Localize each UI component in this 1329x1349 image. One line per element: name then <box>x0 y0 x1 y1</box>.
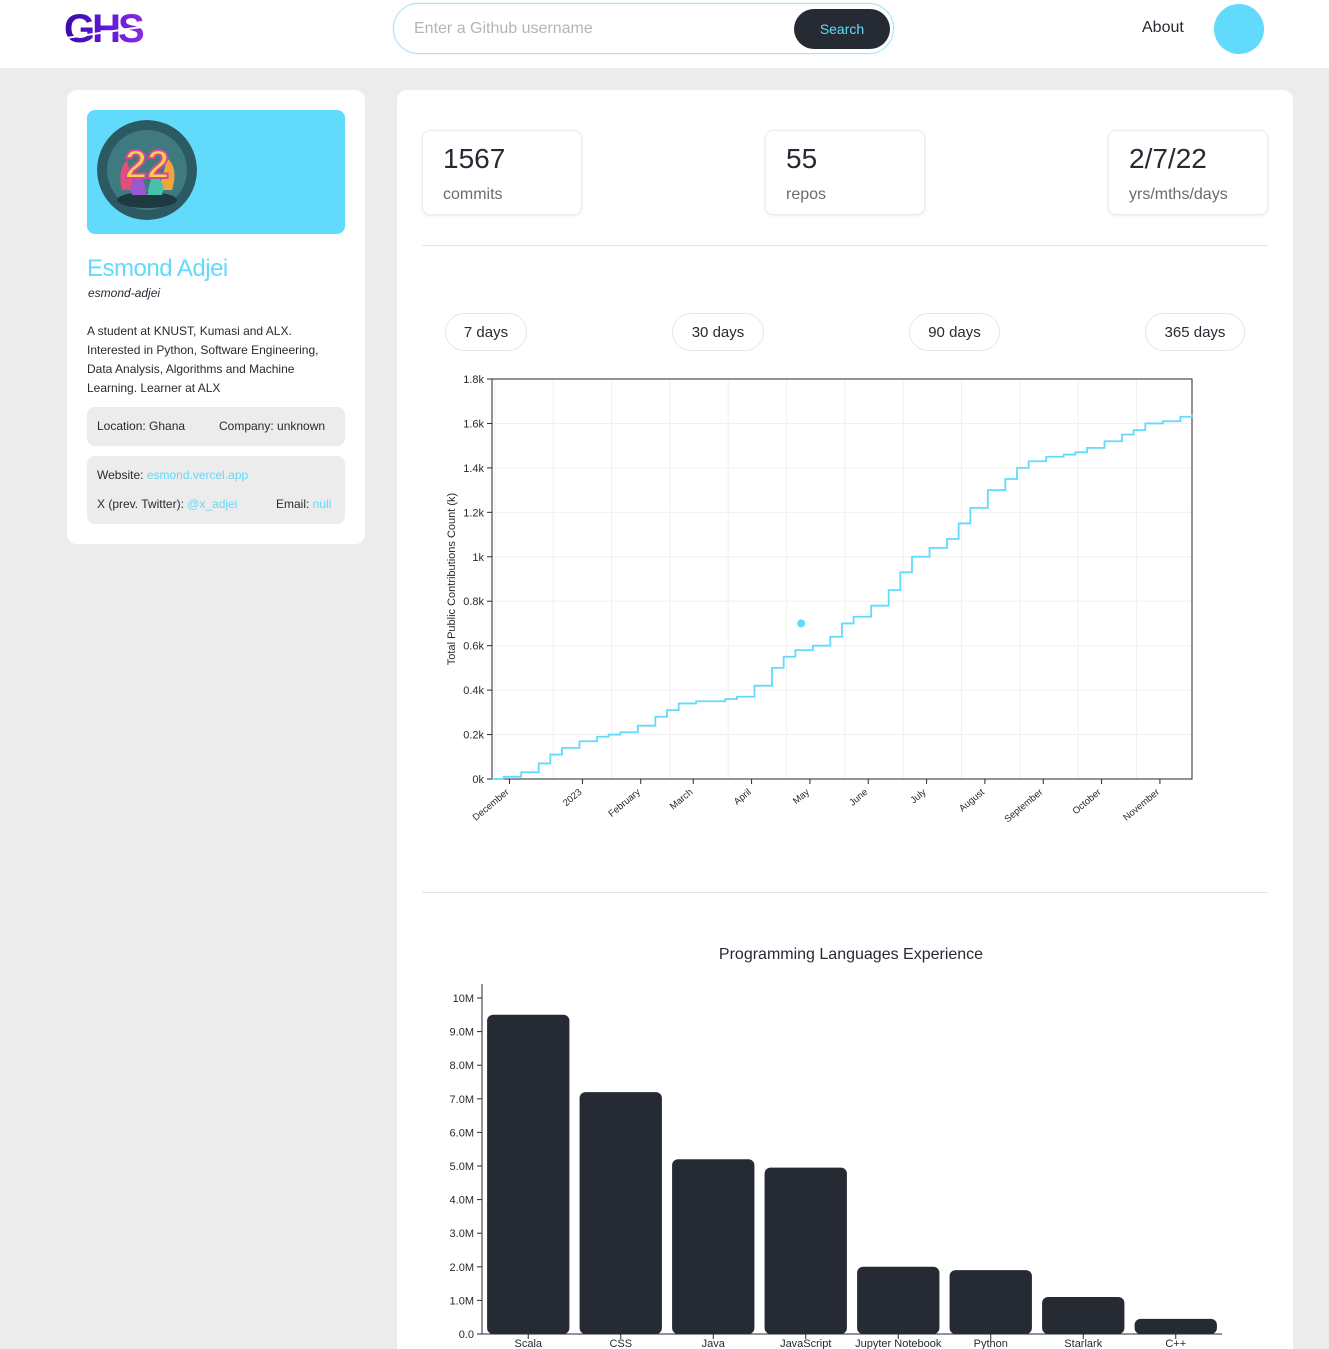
bar-chart-bar <box>1042 1297 1125 1334</box>
location-company-box: Location: Ghana Company: unknown <box>87 407 345 446</box>
line-chart-x-tick-label: February <box>606 787 642 820</box>
line-chart-frame <box>491 378 1193 780</box>
profile-banner: 22 <box>87 110 345 234</box>
bar-chart-y-tick-label: 7.0M <box>450 1094 474 1106</box>
bar-chart-y-tick-label: 6.0M <box>450 1127 474 1139</box>
profile-card: 22 Esmond Adjei esmond-adjei A student a… <box>67 90 365 544</box>
line-chart-y-tick-label: 1k <box>472 552 484 564</box>
line-chart-y-tick-label: 0.2k <box>463 730 484 742</box>
repos-value: 55 <box>786 143 818 174</box>
repos-card: 55 repos <box>765 130 925 215</box>
bar-chart-category-label: Jupyter Notebook <box>855 1338 942 1349</box>
location-text: Location: Ghana <box>97 419 186 433</box>
bar-chart-bar <box>857 1266 940 1334</box>
commits-value: 1567 <box>443 143 506 174</box>
line-chart-x-tick-label: May <box>791 787 812 807</box>
twitter-row: X (prev. Twitter): @x_adjei <box>97 497 237 511</box>
bar-chart-bar <box>672 1159 755 1334</box>
bar-chart-category-label: Starlark <box>1064 1338 1102 1349</box>
email-row: Email: null <box>276 497 331 511</box>
bar-chart-bar <box>579 1092 662 1334</box>
twitter-link[interactable]: @x_adjei <box>187 497 238 511</box>
user-avatar[interactable] <box>1214 4 1264 54</box>
line-chart-y-tick-label: 0.8k <box>463 596 484 608</box>
line-chart-highlight-point <box>797 619 806 628</box>
bar-chart-y-tick-label: 4.0M <box>450 1195 474 1207</box>
company-text: Company: unknown <box>219 419 326 433</box>
account-age-card: 2/7/22 yrs/mths/days <box>1108 130 1268 215</box>
divider-bottom <box>422 892 1268 893</box>
bar-chart-y-tick-label: 1.0M <box>450 1295 474 1307</box>
logo-stroke <box>65 25 149 39</box>
contact-box: Website: esmond.vercel.app X (prev. Twit… <box>87 456 345 524</box>
bar-chart-title: Programming Languages Experience <box>719 946 983 963</box>
line-chart-x-tick-label: June <box>847 787 870 809</box>
account-age-value: 2/7/22 <box>1129 143 1207 174</box>
top-header: GHS Search About <box>0 0 1329 68</box>
email-link[interactable]: null <box>312 497 332 511</box>
bar-chart-y-tick-label: 8.0M <box>450 1060 474 1072</box>
website-row: Website: esmond.vercel.app <box>97 468 248 482</box>
ghs-logo[interactable]: GHS <box>64 8 150 48</box>
line-chart-x-tick-label: March <box>668 787 695 812</box>
about-link[interactable]: About <box>1142 19 1184 36</box>
range-7-days-button[interactable]: 7 days <box>445 313 527 351</box>
line-chart-x-tick-label: July <box>908 787 928 806</box>
website-label: Website: <box>97 468 147 482</box>
search-button[interactable]: Search <box>794 9 890 49</box>
bar-chart-bar <box>487 1014 570 1334</box>
bar-chart-y-tick-label: 10M <box>453 993 474 1005</box>
bar-chart-bar <box>764 1167 847 1334</box>
bar-chart-category-label: Java <box>702 1338 726 1349</box>
profile-bio: A student at KNUST, Kumasi and ALX. Inte… <box>87 324 319 395</box>
line-chart-y-tick-label: 1.2k <box>463 507 484 519</box>
profile-name: Esmond Adjei <box>87 255 228 282</box>
twitter-label: X (prev. Twitter): <box>97 497 188 511</box>
email-label: Email: <box>276 497 313 511</box>
line-chart-y-tick-label: 0k <box>472 774 484 786</box>
commits-label: commits <box>443 186 503 203</box>
search-input[interactable] <box>414 16 784 42</box>
bar-chart-y-tick-label: 9.0M <box>450 1027 474 1039</box>
line-chart-x-tick-label: December <box>471 787 512 824</box>
line-chart-y-tick-label: 1.8k <box>463 374 484 386</box>
line-chart-y-tick-label: 0.6k <box>463 641 484 653</box>
bar-chart-y-tick-label: 0.0 <box>459 1329 474 1341</box>
bar-chart-category-label: Scala <box>514 1338 542 1349</box>
svg-text:22: 22 <box>125 143 170 187</box>
bar-chart-y-tick-label: 2.0M <box>450 1262 474 1274</box>
line-chart-x-tick-label: August <box>957 787 987 815</box>
bar-chart-bar <box>1134 1318 1217 1334</box>
repos-label: repos <box>786 186 827 203</box>
commits-card: 1567 commits <box>422 130 582 215</box>
bar-chart-category-label: JavaScript <box>780 1338 831 1349</box>
range-365-days-button[interactable]: 365 days <box>1145 313 1245 351</box>
profile-avatar: 22 <box>97 120 197 220</box>
line-chart-y-tick-label: 1.6k <box>463 418 484 430</box>
line-chart-x-tick-label: November <box>1121 787 1162 824</box>
line-chart-x-tick-label: September <box>1002 787 1045 825</box>
line-chart-y-tick-label: 1.4k <box>463 463 484 475</box>
line-chart-y-axis-label: Total Public Contributions Count (k) <box>446 493 458 665</box>
line-chart-x-tick-label: April <box>732 787 754 808</box>
bar-chart-bar <box>949 1270 1032 1334</box>
line-chart-series-line <box>492 414 1193 780</box>
line-chart-x-tick-label: 2023 <box>561 787 584 809</box>
bar-chart-category-label: CSS <box>609 1338 632 1349</box>
line-chart-y-tick-label: 0.4k <box>463 685 484 697</box>
bar-chart-category-label: C++ <box>1165 1338 1186 1349</box>
search-bar: Search <box>393 3 894 54</box>
bar-chart-y-tick-label: 5.0M <box>450 1161 474 1173</box>
bar-chart-category-label: Python <box>974 1338 1008 1349</box>
range-90-days-button[interactable]: 90 days <box>909 313 1000 351</box>
account-age-label: yrs/mths/days <box>1129 186 1228 203</box>
profile-username: esmond-adjei <box>88 286 161 300</box>
divider-top <box>422 245 1268 246</box>
range-30-days-button[interactable]: 30 days <box>672 313 764 351</box>
line-chart-x-tick-label: October <box>1071 787 1104 817</box>
bar-chart-y-tick-label: 3.0M <box>450 1228 474 1240</box>
website-link[interactable]: esmond.vercel.app <box>146 468 249 482</box>
